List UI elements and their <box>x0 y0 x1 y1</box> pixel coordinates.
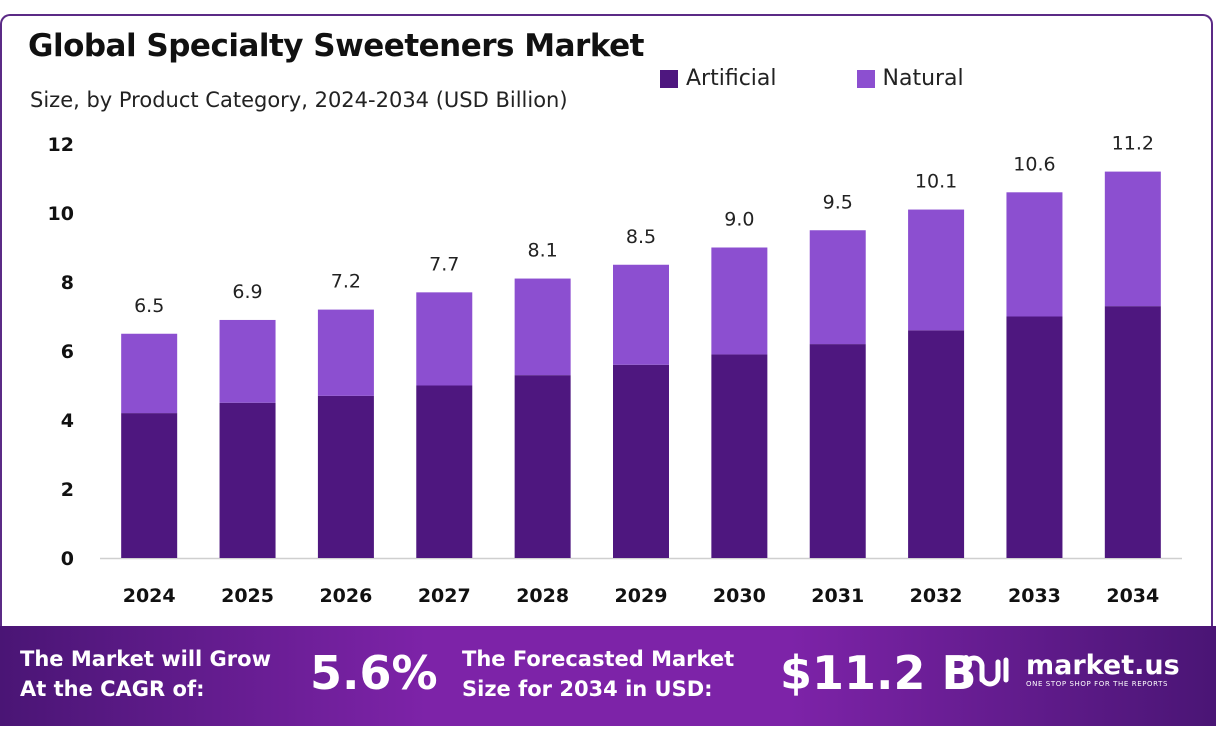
x-tick-label-2030: 2030 <box>713 585 766 607</box>
y-tick-label: 4 <box>61 410 74 432</box>
legend-swatch-artificial <box>660 69 678 88</box>
total-label-2025: 6.9 <box>232 281 262 303</box>
y-tick-label: 0 <box>61 548 74 570</box>
bar-natural-2024 <box>121 333 178 414</box>
total-label-2034: 11.2 <box>1112 133 1154 155</box>
total-label-2033: 10.6 <box>1013 153 1055 175</box>
bar-natural-2029 <box>613 264 669 365</box>
bar-natural-2033 <box>1006 192 1063 317</box>
x-tick-label-2028: 2028 <box>516 585 569 607</box>
bar-natural-2028 <box>514 278 571 376</box>
bar-chart: 0 2 4 6 8 10 12 6.5 2024 6.9 2025 7.2 2026 7.7 2027 8.1… <box>48 133 1182 607</box>
legend-item-artificial: Artificial <box>660 66 777 91</box>
bar-artificial-2025 <box>219 402 276 558</box>
x-tick-label-2025: 2025 <box>221 585 274 607</box>
bar-artificial-2028 <box>514 375 571 558</box>
y-tick-label: 6 <box>61 341 74 363</box>
brand-tagline: ONE STOP SHOP FOR THE REPORTS <box>1026 680 1169 688</box>
market-us-logo-icon <box>963 655 1009 687</box>
bar-artificial-2027 <box>416 385 473 558</box>
y-tick-label: 2 <box>61 479 74 501</box>
total-label-2026: 7.2 <box>331 271 361 293</box>
bar-natural-2025 <box>219 319 276 403</box>
bar-natural-2026 <box>317 309 374 396</box>
total-label-2031: 9.5 <box>823 191 853 213</box>
cagr-value: 5.6% <box>310 646 438 700</box>
legend-label-artificial: Artificial <box>686 66 777 91</box>
total-label-2032: 10.1 <box>915 171 957 193</box>
brand-name: market.us <box>1026 650 1180 681</box>
forecast-label: The Forecasted Market Size for 2034 in U… <box>462 647 735 701</box>
forecast-value: $11.2 B <box>780 646 977 700</box>
x-tick-label-2034: 2034 <box>1106 585 1159 607</box>
bar-artificial-2032 <box>908 330 965 558</box>
bar-natural-2031 <box>809 230 866 345</box>
legend-swatch-natural <box>856 69 875 88</box>
bar-natural-2030 <box>711 247 768 355</box>
bar-artificial-2034 <box>1104 306 1161 558</box>
bar-artificial-2030 <box>711 354 768 558</box>
total-label-2029: 8.5 <box>626 226 656 248</box>
total-label-2030: 9.0 <box>724 209 754 231</box>
legend-item-natural: Natural <box>856 66 964 91</box>
x-tick-label-2026: 2026 <box>319 585 372 607</box>
x-tick-label-2029: 2029 <box>615 585 668 607</box>
y-tick-label: 10 <box>48 203 74 225</box>
chart-frame <box>0 14 1213 626</box>
bar-natural-2032 <box>908 209 965 331</box>
total-label-2027: 7.7 <box>429 253 459 275</box>
y-tick-label: 8 <box>61 272 74 294</box>
x-tick-label-2027: 2027 <box>418 585 471 607</box>
legend-label-natural: Natural <box>882 66 964 91</box>
footer-banner: The Market will Grow At the CAGR of: 5.6… <box>0 626 1216 726</box>
cagr-label: The Market will Grow At the CAGR of: <box>20 647 271 701</box>
x-tick-label-2024: 2024 <box>123 585 176 607</box>
total-label-2028: 8.1 <box>528 240 558 262</box>
chart-title: Global Specialty Sweeteners Market <box>28 28 644 64</box>
x-tick-label-2031: 2031 <box>811 585 864 607</box>
bar-artificial-2031 <box>809 344 866 558</box>
bar-natural-2027 <box>416 292 473 386</box>
legend: Artificial Natural <box>660 66 964 91</box>
market-us-logo: market.us ONE STOP SHOP FOR THE REPORTS <box>962 650 1180 690</box>
x-tick-label-2033: 2033 <box>1008 585 1061 607</box>
total-label-2024: 6.5 <box>134 295 164 317</box>
bar-artificial-2033 <box>1006 316 1063 558</box>
bar-artificial-2029 <box>613 364 669 558</box>
x-tick-label-2032: 2032 <box>910 585 963 607</box>
chart-subtitle: Size, by Product Category, 2024-2034 (US… <box>30 88 568 112</box>
bar-artificial-2026 <box>317 395 374 558</box>
y-tick-label: 12 <box>48 134 74 156</box>
bar-natural-2034 <box>1104 171 1161 307</box>
bar-artificial-2024 <box>121 413 178 558</box>
